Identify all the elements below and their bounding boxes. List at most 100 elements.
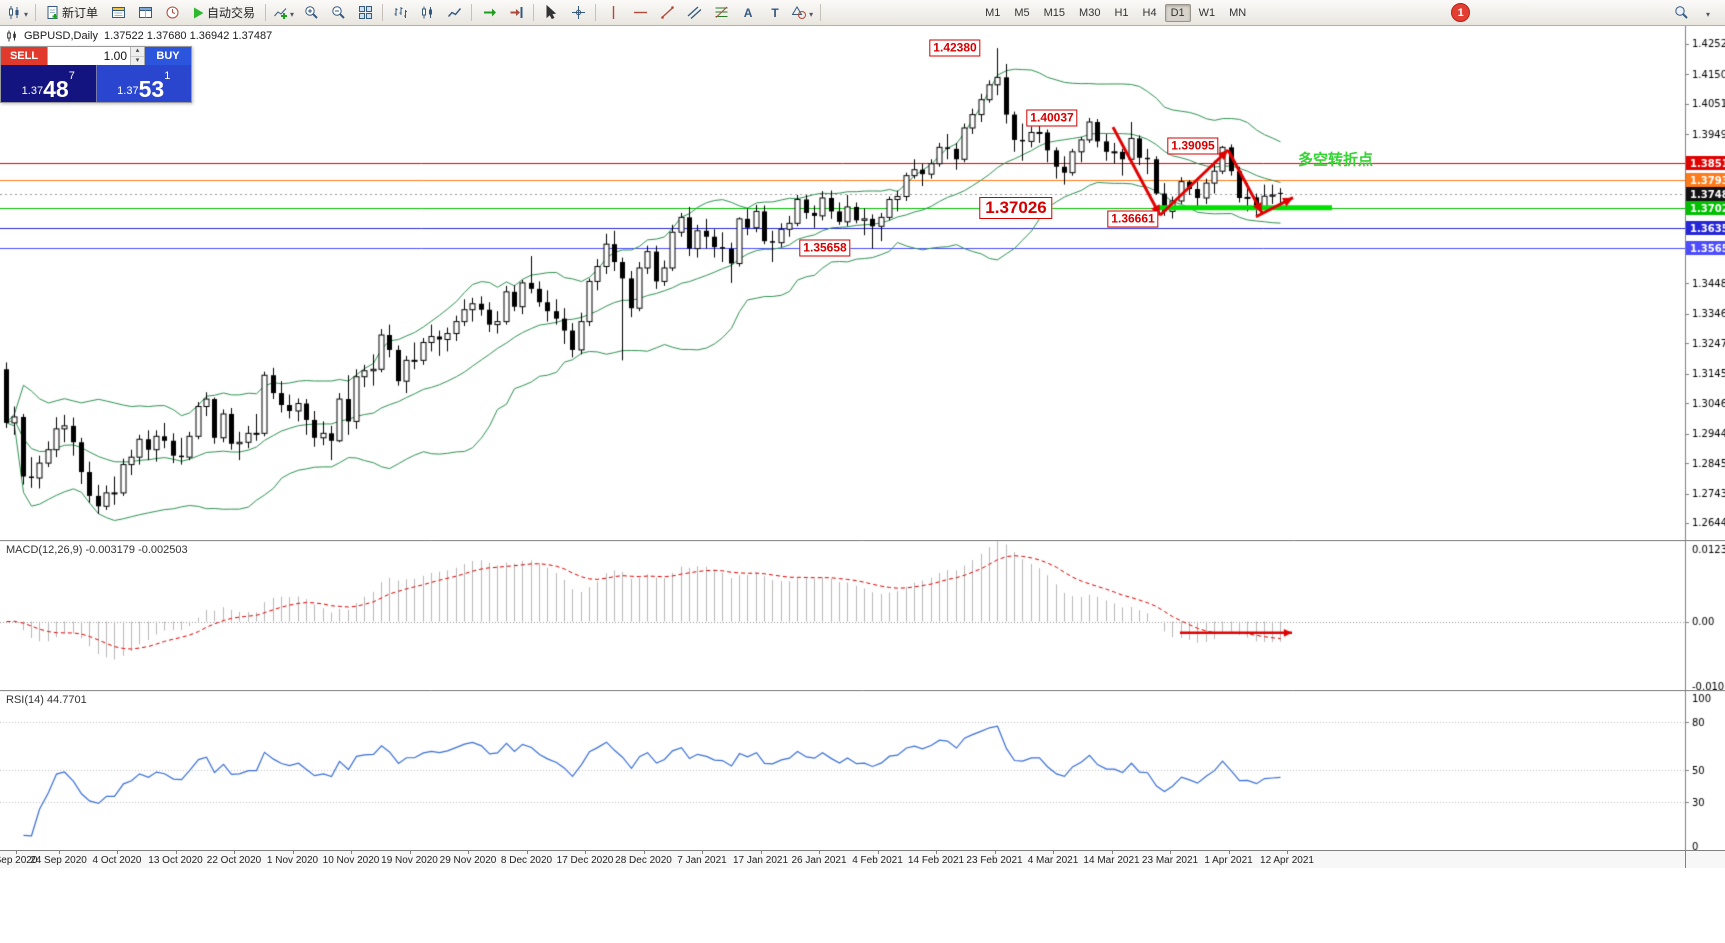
timeframe-w1[interactable]: W1	[1198, 6, 1216, 19]
trendline-button[interactable]	[654, 2, 680, 24]
timeframe-m1[interactable]: M1	[985, 6, 1001, 19]
label-tool-icon: T	[771, 5, 779, 20]
time-axis-label: 19 Nov 2020	[381, 855, 438, 866]
buy-price-point: 1	[164, 70, 171, 82]
new-chart-icon	[9, 6, 19, 19]
time-axis-tick	[409, 851, 411, 854]
sell-price-point: 7	[68, 70, 75, 82]
horizontal-line-button[interactable]	[627, 2, 653, 24]
toolbar-divider	[471, 4, 473, 21]
toolbar-divider	[820, 4, 822, 21]
toolbar-divider	[533, 4, 535, 21]
market-watch-icon	[111, 7, 125, 18]
volume-value: 1.00	[103, 49, 127, 63]
timeframe-bar: M1 M5 M15 M30 H1 H4 D1 W1 MN	[978, 3, 1253, 22]
channel-button[interactable]	[681, 2, 707, 24]
line-chart-button[interactable]	[441, 2, 467, 24]
buy-button[interactable]: 1.37 53 1	[96, 65, 191, 102]
notification-badge[interactable]: 1	[1451, 3, 1471, 22]
timeframe-m5[interactable]: M5	[1014, 6, 1030, 19]
time-axis-tick	[994, 851, 996, 854]
market-watch-button[interactable]	[105, 2, 131, 24]
text-tool-button[interactable]: A	[735, 2, 761, 24]
time-axis-tick	[1287, 851, 1288, 854]
time-axis-tick	[1228, 851, 1230, 854]
bar-chart-button[interactable]	[387, 2, 413, 24]
autotrade-label: 自动交易	[207, 6, 256, 20]
time-axis-tick	[175, 851, 177, 854]
data-window-button[interactable]	[132, 2, 158, 24]
time-axis-label: 26 Jan 2021	[791, 855, 847, 866]
strategy-tester-button[interactable]	[159, 2, 185, 24]
time-axis-label: 23 Feb 2021	[966, 855, 1023, 866]
vertical-line-button[interactable]	[600, 2, 626, 24]
candle-chart-button[interactable]	[414, 2, 440, 24]
fibonacci-icon	[715, 6, 728, 18]
strategy-tester-icon	[166, 6, 179, 19]
sell-tab[interactable]: SELL	[1, 47, 47, 65]
time-axis-label: 17 Jan 2021	[732, 855, 789, 866]
crosshair-button[interactable]	[565, 2, 591, 24]
macd-panel-canvas[interactable]	[0, 540, 1725, 690]
candle-chart-icon	[421, 6, 432, 19]
autotrade-play-icon	[194, 7, 204, 18]
timeframe-mn[interactable]: MN	[1229, 6, 1247, 19]
cursor-button[interactable]	[538, 2, 564, 24]
indicators-icon	[274, 8, 288, 19]
tile-windows-icon	[358, 6, 372, 19]
timeframe-m30[interactable]: M30	[1079, 6, 1101, 19]
volume-up-button[interactable]	[131, 47, 144, 57]
search-icon	[1674, 6, 1688, 19]
zoom-out-button[interactable]	[325, 2, 351, 24]
time-axis-tick	[468, 851, 469, 854]
new-chart-button[interactable]	[4, 2, 31, 24]
timeframe-h1[interactable]: H1	[1114, 6, 1129, 19]
sell-price-pips: 48	[43, 75, 69, 102]
toolbar-menu-button[interactable]	[1695, 2, 1721, 24]
sell-button[interactable]: 1.37 48 7	[1, 65, 97, 102]
time-axis-label: 28 Dec 2020	[615, 855, 672, 866]
time-axis-tick	[1170, 851, 1171, 854]
rsi-panel-canvas[interactable]	[0, 690, 1725, 850]
timeframe-d1[interactable]: D1	[1164, 3, 1191, 22]
time-axis-tick	[819, 851, 820, 854]
fibonacci-button[interactable]	[708, 2, 734, 24]
text-tool-icon: A	[743, 5, 753, 20]
volume-stepper	[130, 47, 144, 65]
timeframe-m15[interactable]: M15	[1043, 6, 1066, 19]
shapes-button[interactable]	[789, 2, 816, 24]
auto-scroll-icon	[483, 8, 496, 17]
search-button[interactable]	[1668, 2, 1694, 24]
time-axis-label: 13 Oct 2020	[148, 855, 203, 866]
chart-shift-button[interactable]	[503, 2, 529, 24]
time-axis-label: 12 Apr 2021	[1260, 855, 1314, 866]
zoom-in-button[interactable]	[298, 2, 324, 24]
time-axis-tick	[58, 851, 60, 854]
time-axis-tick	[1053, 851, 1054, 854]
time-axis-tick	[292, 851, 294, 854]
autotrade-button[interactable]: 自动交易	[186, 2, 261, 24]
main-chart-canvas[interactable]	[0, 26, 1725, 540]
timeframe-h4[interactable]: H4	[1142, 6, 1157, 19]
buy-tab[interactable]: BUY	[145, 47, 191, 65]
time-axis-label: 23 Mar 2021	[1141, 855, 1199, 866]
auto-scroll-button[interactable]	[476, 2, 502, 24]
channel-icon	[687, 6, 701, 19]
time-axis-label: 7 Jan 2021	[677, 855, 727, 866]
new-order-button[interactable]: 新订单	[40, 2, 104, 24]
toolbar: 新订单 自动交易	[0, 0, 1725, 26]
bottom-space	[0, 868, 1725, 943]
toolbar-divider	[382, 4, 384, 21]
new-order-icon	[47, 6, 58, 19]
volume-input[interactable]: 1.00	[47, 47, 145, 65]
indicators-button[interactable]	[270, 2, 297, 24]
tile-windows-button[interactable]	[352, 2, 378, 24]
new-order-label: 新订单	[62, 6, 99, 20]
zoom-out-icon	[331, 6, 345, 19]
volume-down-button[interactable]	[131, 56, 144, 65]
label-tool-button[interactable]: T	[762, 2, 788, 24]
horizontal-line-icon	[633, 11, 647, 14]
chart-window: GBPUSD,Daily 1.37522 1.37680 1.36942 1.3…	[0, 26, 1725, 943]
